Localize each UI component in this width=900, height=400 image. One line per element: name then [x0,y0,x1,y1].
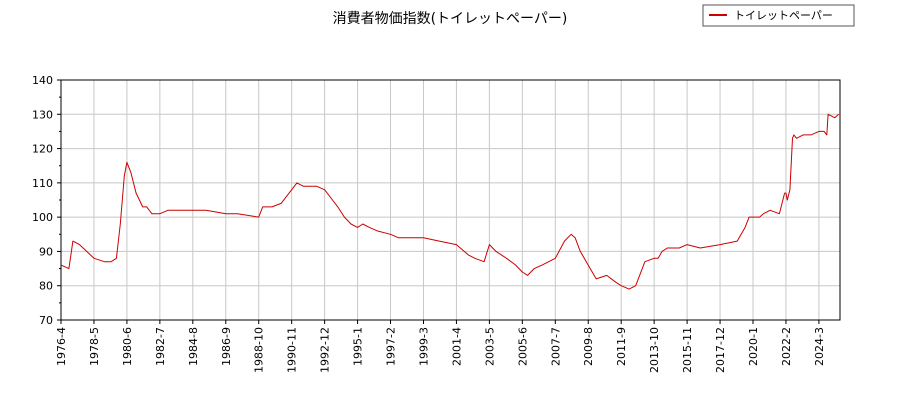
legend-label: トイレットペーパー [734,9,833,22]
legend-box [702,4,855,27]
x-tick-label: 1980-6 [121,327,134,366]
x-tick-label: 1978-5 [88,327,101,366]
x-tick-label: 1990-11 [286,327,299,373]
x-tick-label: 2020-1 [747,327,760,366]
x-tick-label: 2007-7 [549,327,562,366]
y-tick-label: 90 [39,245,53,258]
x-tick-label: 2015-11 [681,327,694,373]
x-tick-label: 2001-4 [450,327,463,366]
y-tick-label: 130 [32,108,53,121]
x-tick-label: 2011-9 [615,327,628,366]
x-tick-label: 1986-9 [220,327,233,366]
x-tick-label: 1984-8 [187,327,200,366]
x-tick-label: 1976-4 [55,327,68,366]
x-tick-label: 2013-10 [648,327,661,373]
x-tick-label: 1995-1 [352,327,365,366]
x-tick-label: 2009-8 [582,327,595,366]
y-tick-label: 140 [32,74,53,87]
x-tick-label: 1988-10 [253,327,266,373]
y-tick-label: 100 [32,211,53,224]
grid [60,79,840,321]
plot-area-frame [60,79,841,321]
y-tick-label: 70 [39,314,53,327]
chart-title: 消費者物価指数(トイレットペーパー) [333,11,568,27]
x-tick-label: 2024-3 [813,327,826,366]
legend: トイレットペーパー [702,4,855,27]
series-layer [60,113,840,290]
x-tick-label: 2017-12 [714,327,727,373]
y-tick-label: 120 [32,143,53,156]
x-tick-label: 1997-2 [385,327,398,366]
x-tick-label: 1982-7 [154,327,167,366]
x-tick-label: 2003-5 [483,327,496,366]
x-tick-label: 1999-3 [417,327,430,366]
x-tick-label: 2005-6 [516,327,529,366]
series-line [60,113,840,290]
y-tick-label: 110 [32,177,53,190]
y-tick-label: 80 [39,280,53,293]
x-tick-label: 2022-2 [780,327,793,366]
x-axis: 1976-4 1978-5 1980-6 1982-7 1984-8 1986-9 1988… [55,320,826,373]
x-tick-label: 1992-12 [319,327,332,373]
y-axis: 70 80 90 100 110 120 130 140 [32,74,61,327]
